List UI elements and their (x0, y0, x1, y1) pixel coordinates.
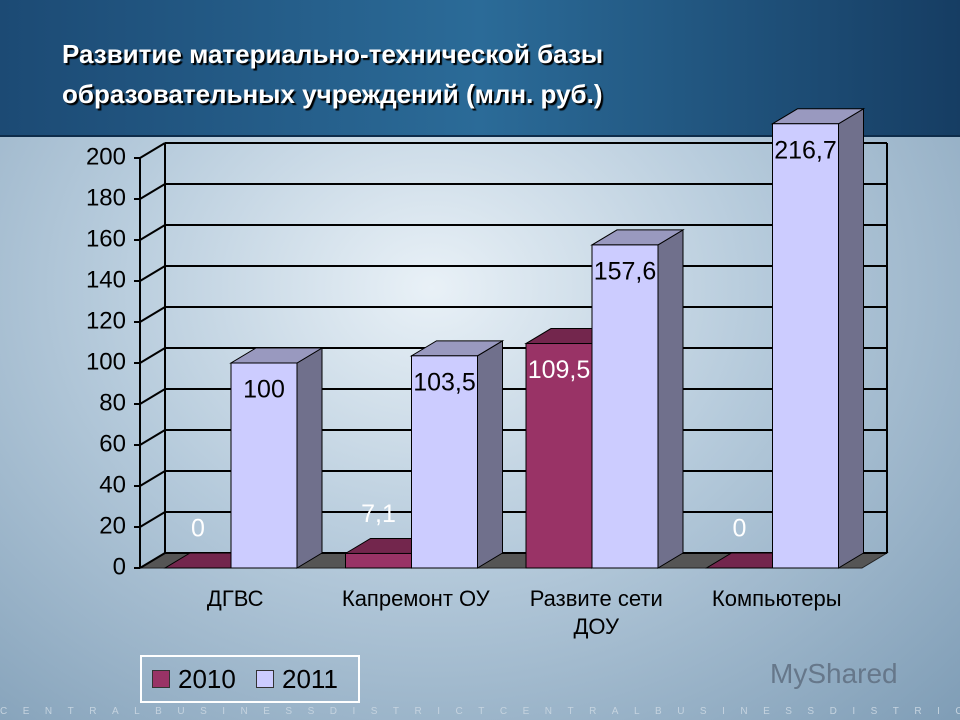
value-label: 216,7 (774, 136, 837, 164)
grid-line (139, 347, 166, 364)
title-band (0, 0, 960, 137)
value-label: 0 (191, 515, 205, 543)
bar-front (525, 343, 593, 569)
value-label: 103,5 (413, 368, 476, 396)
x-tick-label: Капремонт ОУ (341, 586, 490, 611)
grid-line (139, 224, 166, 241)
x-tick-label: Компьютеры (711, 586, 842, 611)
grid-line (139, 306, 166, 323)
grid-line (139, 511, 166, 528)
bar (590, 229, 685, 569)
value-label: 157,6 (594, 258, 657, 286)
footer-text: CENTRALBUSINESSDISTRICTCENTRALBUSINESSDI… (0, 706, 960, 717)
grid-line (139, 183, 166, 200)
grid-line (139, 142, 166, 159)
y-tick-label: 120 (86, 307, 126, 334)
bar (409, 339, 505, 569)
bar-side (838, 107, 864, 569)
legend-swatch (152, 670, 170, 688)
value-label: 100 (243, 376, 285, 404)
bar-side (657, 229, 684, 569)
y-tick-label: 100 (86, 348, 126, 375)
bar-front (591, 244, 659, 569)
x-tick-label: ДГВС (206, 586, 264, 611)
grid-line (139, 470, 166, 487)
grid-line (139, 388, 166, 405)
bar-front (772, 123, 839, 569)
bar (229, 347, 324, 569)
value-label: 7,1 (361, 500, 396, 528)
chart-title: Развитие материально-технической базы об… (62, 39, 604, 109)
grid-line (139, 552, 166, 569)
bar-front (230, 362, 298, 569)
legend-swatch (256, 670, 274, 688)
legend: 2010 2011 (140, 655, 360, 703)
bar-front (411, 355, 478, 569)
x-tick-label: Развите сети ДОУ (529, 586, 663, 639)
legend-label: 2011 (282, 664, 338, 694)
grid-line (139, 429, 166, 446)
y-tick-label: 80 (99, 389, 126, 416)
y-tick-label: 180 (86, 184, 126, 211)
bar-side (296, 347, 323, 569)
bar-front (345, 552, 412, 569)
bar (770, 107, 866, 569)
legend-label: 2010 (178, 664, 236, 694)
y-tick-label: 20 (99, 512, 126, 539)
y-tick-label: 200 (86, 143, 126, 170)
y-tick-label: 0 (113, 553, 126, 580)
y-tick-label: 40 (99, 471, 126, 498)
watermark: MyShared (770, 658, 898, 689)
value-label: 0 (733, 515, 747, 543)
y-tick-label: 140 (86, 266, 126, 293)
bar-side (477, 339, 503, 569)
y-tick-label: 160 (86, 225, 126, 252)
value-label: 109,5 (528, 356, 591, 384)
grid-line (139, 265, 166, 282)
y-tick-label: 60 (99, 430, 126, 457)
